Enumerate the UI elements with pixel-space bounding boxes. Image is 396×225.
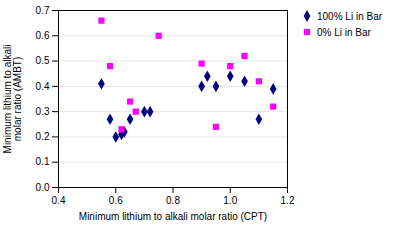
svg-text:Minimum lithium to alkalimolar: Minimum lithium to alkalimolar ratio (AM… — [2, 45, 23, 154]
html-text:100% Li in Bar: 100% Li in Bar — [317, 10, 382, 22]
svg-text:0.4: 0.4 — [36, 81, 50, 92]
svg-text:1.0: 1.0 — [223, 195, 237, 206]
html-text:0% Li in Bar: 0% Li in Bar — [317, 26, 371, 38]
svg-text:0.0: 0.0 — [36, 182, 50, 193]
svg-text:0.5: 0.5 — [36, 55, 50, 66]
svg-text:0.3: 0.3 — [36, 106, 50, 117]
svg-text:0.2: 0.2 — [36, 131, 50, 142]
svg-text:Minimum lithium to alkali mola: Minimum lithium to alkali molar ratio (C… — [79, 211, 267, 222]
svg-text:0.7: 0.7 — [36, 5, 50, 16]
svg-text:0.6: 0.6 — [36, 30, 50, 41]
svg-text:0.8: 0.8 — [166, 195, 180, 206]
svg-text:1.2: 1.2 — [281, 195, 295, 206]
svg-text:0.6: 0.6 — [109, 195, 123, 206]
svg-text:0.1: 0.1 — [36, 156, 50, 167]
svg-text:0.4: 0.4 — [52, 195, 66, 206]
